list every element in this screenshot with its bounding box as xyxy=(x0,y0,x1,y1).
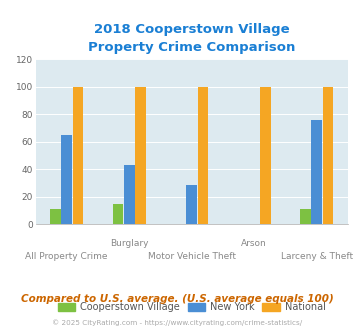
Title: 2018 Cooperstown Village
Property Crime Comparison: 2018 Cooperstown Village Property Crime … xyxy=(88,23,295,54)
Bar xyxy=(61,135,72,224)
Bar xyxy=(73,87,83,224)
Bar xyxy=(323,87,333,224)
Bar xyxy=(124,165,135,224)
Bar xyxy=(186,184,197,224)
Text: Motor Vehicle Theft: Motor Vehicle Theft xyxy=(148,252,236,261)
Text: Arson: Arson xyxy=(241,239,267,248)
Bar xyxy=(260,87,271,224)
Bar xyxy=(113,204,123,224)
Bar xyxy=(300,209,311,224)
Bar xyxy=(50,209,61,224)
Text: Burglary: Burglary xyxy=(110,239,148,248)
Text: All Property Crime: All Property Crime xyxy=(26,252,108,261)
Text: Larceny & Theft: Larceny & Theft xyxy=(280,252,353,261)
Text: Compared to U.S. average. (U.S. average equals 100): Compared to U.S. average. (U.S. average … xyxy=(21,294,334,304)
Bar xyxy=(198,87,208,224)
Bar xyxy=(135,87,146,224)
Bar xyxy=(311,120,322,224)
Text: © 2025 CityRating.com - https://www.cityrating.com/crime-statistics/: © 2025 CityRating.com - https://www.city… xyxy=(53,319,302,326)
Legend: Cooperstown Village, New York, National: Cooperstown Village, New York, National xyxy=(54,299,329,316)
